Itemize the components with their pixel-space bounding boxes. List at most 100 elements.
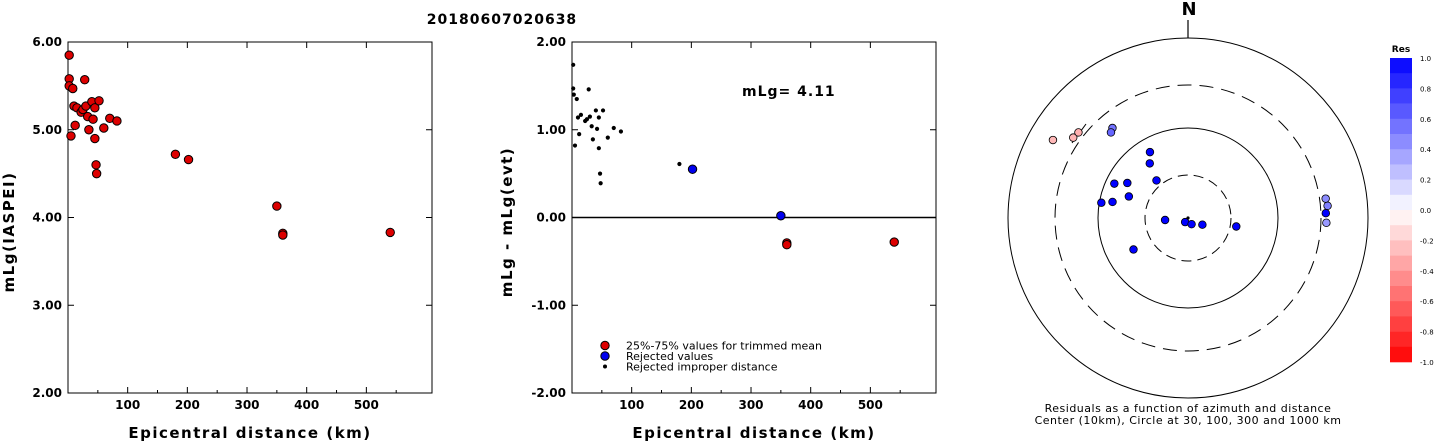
ring-300km	[1054, 84, 1322, 352]
improper-distance-point	[597, 171, 603, 176]
azimuth-map-points	[1048, 123, 1332, 254]
colorbar-label: 0.2	[1420, 177, 1431, 185]
station-residual-point	[1160, 215, 1170, 225]
colorbar-swatches	[1390, 58, 1412, 363]
y-tick-label: 4.00	[32, 211, 62, 225]
y-tick-label: 2.00	[32, 386, 62, 400]
improper-distance-point	[574, 96, 579, 102]
colorbar-title: Res	[1392, 45, 1410, 55]
colorbar-swatch	[1390, 210, 1412, 226]
y-tick-label: 0.00	[536, 211, 566, 225]
ring-30km	[1144, 174, 1232, 262]
station-magnitude-point	[90, 103, 100, 113]
improper-distance-point	[571, 62, 576, 67]
y-tick-label: -1.00	[531, 298, 566, 312]
colorbar-swatch	[1390, 88, 1412, 104]
colorbar-swatch	[1390, 331, 1412, 348]
x-tick-label: 400	[294, 398, 319, 412]
residual-plot-ticks: 100 200 300 400 500 -2.00 -1.00 0.00 1.00 2.00	[531, 35, 936, 412]
colorbar-label: 0.4	[1420, 146, 1432, 154]
station-magnitude-point	[88, 114, 98, 124]
rejected-station-point	[687, 164, 698, 174]
magnitude-plot: 100 200 300 400 500 2.00 3.00 4.00 5.00 6.00 Epic…	[0, 35, 433, 441]
station-magnitude-point	[385, 227, 395, 238]
colorbar-swatch	[1390, 164, 1412, 180]
station-magnitude-point	[112, 116, 122, 126]
station-magnitude-point	[68, 83, 78, 94]
figure-title: 20180607020638	[427, 12, 577, 28]
station-residual-point	[1124, 192, 1134, 201]
improper-distance-point	[590, 137, 595, 142]
legend-black-marker	[603, 364, 607, 369]
rejected-station-point	[776, 211, 786, 221]
colorbar-label: -0.8	[1420, 329, 1434, 337]
event-magnitude-label: mLg= 4.11	[742, 84, 836, 100]
improper-distance-point	[586, 87, 591, 92]
colorbar-label: 1.0	[1420, 55, 1431, 63]
ring-1000km	[1007, 37, 1369, 399]
residual-colorbar: Res 1.0 0.8 0.6 0.4 0.2 0.0 -0.2 -0.4 -0.6 -0.8 -1…	[1390, 45, 1434, 367]
improper-distance-point	[594, 126, 600, 131]
legend-blue-marker	[600, 351, 610, 361]
improper-distance-point	[572, 143, 578, 148]
station-residual-point	[1129, 245, 1138, 254]
x-tick-label: 400	[798, 398, 823, 412]
station-residual-point	[1145, 159, 1154, 168]
legend-item-trimmed: 25%-75% values for trimmed mean	[626, 340, 822, 353]
ring-100km	[1097, 127, 1279, 309]
station-residual-point	[1097, 198, 1106, 207]
colorbar-label: 0.8	[1420, 85, 1431, 93]
colorbar-swatch	[1390, 58, 1412, 74]
station-residual-point	[1198, 220, 1207, 229]
x-tick-label: 200	[679, 398, 704, 412]
x-tick-label: 100	[115, 398, 140, 412]
legend-item-rejected: Rejected values	[626, 350, 713, 363]
station-magnitude-point	[90, 133, 100, 144]
residual-plot-points	[571, 62, 899, 250]
improper-distance-point	[596, 146, 601, 151]
improper-distance-point	[578, 112, 584, 117]
station-residual-point	[1069, 133, 1078, 142]
colorbar-label: 0.6	[1420, 116, 1432, 124]
colorbar-label: -0.2	[1420, 237, 1434, 245]
improper-distance-point	[600, 108, 606, 113]
colorbar-swatch	[1390, 255, 1412, 272]
colorbar-swatch	[1390, 73, 1412, 89]
north-label: N	[1181, 0, 1196, 20]
station-magnitude-point	[94, 96, 104, 106]
station-magnitude-point	[272, 201, 282, 211]
x-tick-label: 100	[619, 398, 644, 412]
y-tick-label: -2.00	[531, 386, 566, 400]
colorbar-swatch	[1390, 103, 1412, 120]
colorbar-swatch	[1390, 118, 1412, 135]
magnitude-plot-ticks: 100 200 300 400 500 2.00 3.00 4.00 5.00 6.00	[32, 35, 432, 412]
improper-distance-point	[598, 181, 603, 186]
legend-item-improper: Rejected improper distance	[626, 361, 778, 374]
station-residual-point	[1074, 128, 1083, 137]
map-caption-line1: Residuals as a function of azimuth and d…	[1045, 402, 1332, 415]
station-magnitude-point	[91, 168, 102, 179]
station-residual-point	[1323, 201, 1332, 210]
colorbar-label: -1.0	[1420, 359, 1434, 367]
improper-distance-point	[571, 86, 576, 91]
station-residual-point	[1145, 147, 1155, 157]
station-magnitude-point	[84, 125, 94, 135]
x-tick-label: 300	[738, 398, 763, 412]
improper-distance-point	[593, 108, 598, 113]
residual-plot: 100 200 300 400 500 -2.00 -1.00 0.00 1.00 2.00 mL…	[498, 35, 937, 441]
residual-plot-xlabel: Epicentral distance (km)	[632, 424, 875, 441]
station-residual-point	[1232, 222, 1241, 231]
improper-distance-point	[577, 132, 582, 137]
colorbar-labels: 1.0 0.8 0.6 0.4 0.2 0.0 -0.2 -0.4 -0.6 -0.8 -1.0	[1420, 55, 1434, 367]
station-magnitude-point	[889, 237, 899, 247]
colorbar-swatch	[1390, 149, 1412, 165]
colorbar-swatch	[1390, 179, 1412, 196]
improper-distance-point	[589, 124, 594, 129]
colorbar-swatch	[1390, 346, 1412, 363]
y-tick-label: 6.00	[32, 35, 62, 49]
improper-distance-point	[618, 129, 624, 134]
station-magnitude-point	[183, 154, 194, 165]
station-magnitude-point	[80, 75, 90, 85]
station-residual-point	[1187, 219, 1196, 229]
